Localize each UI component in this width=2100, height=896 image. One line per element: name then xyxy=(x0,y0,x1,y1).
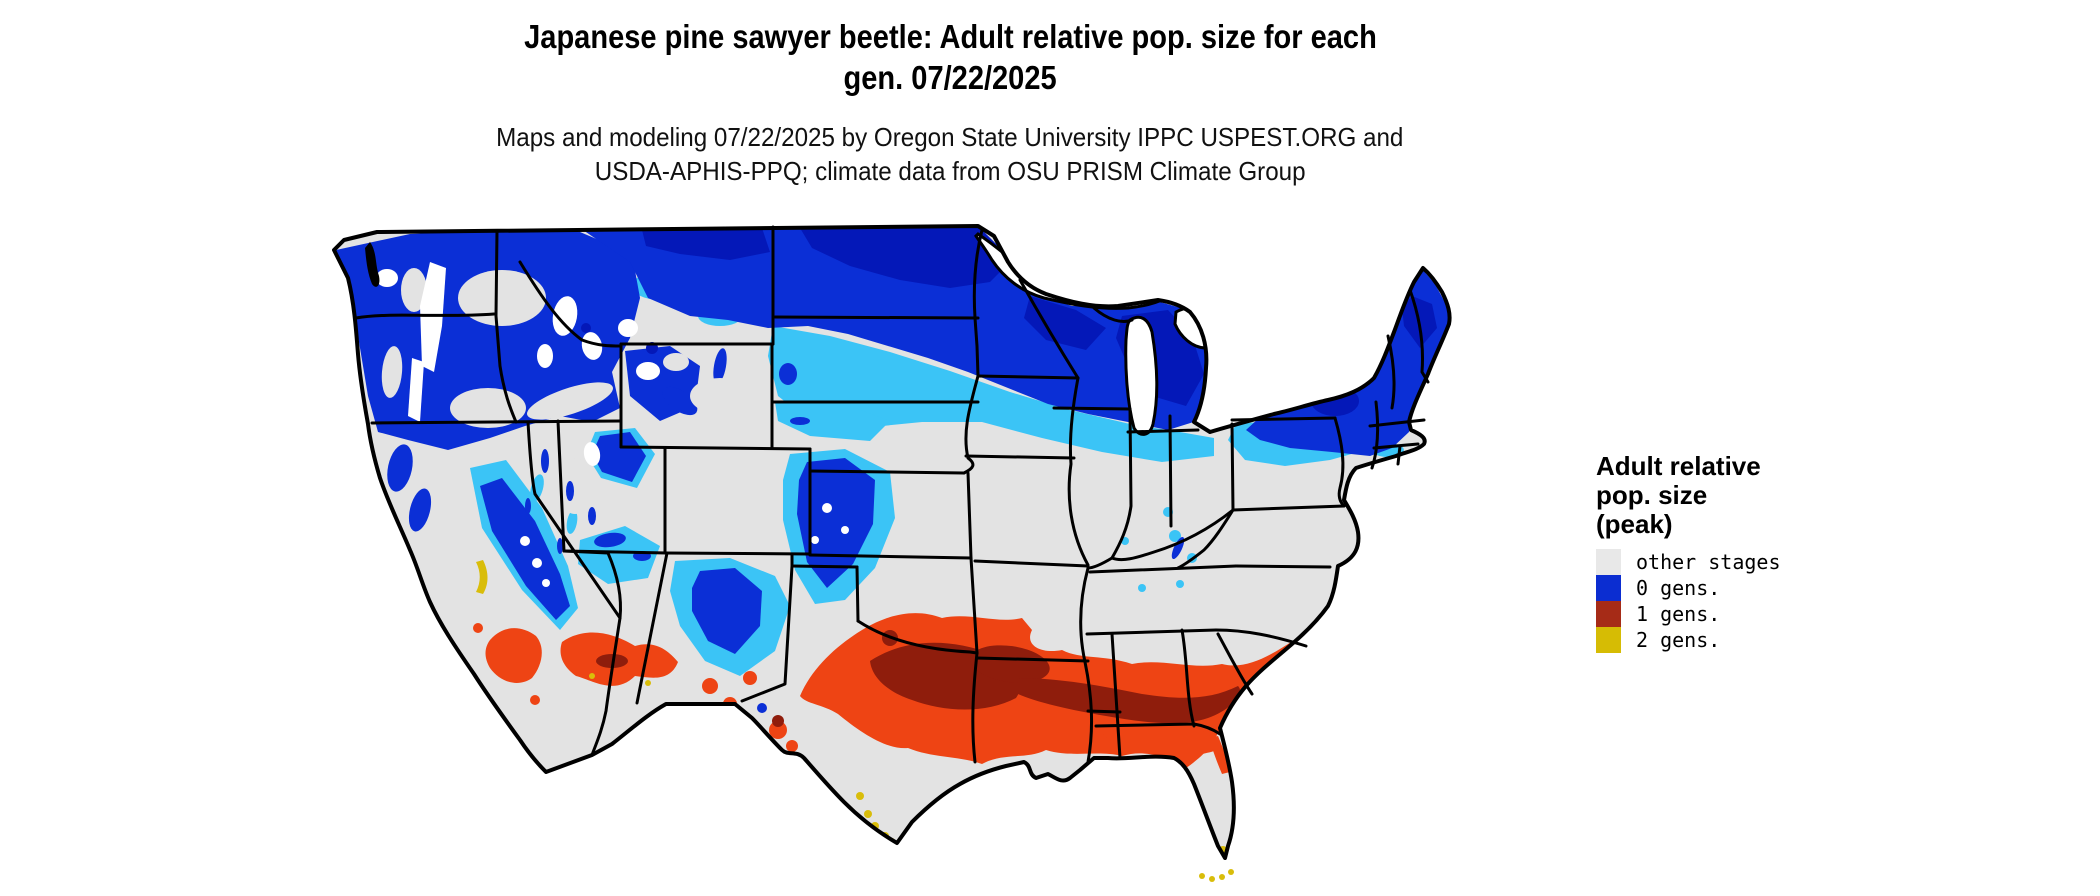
us-map xyxy=(330,206,1570,891)
zone-other-stages-patches xyxy=(381,268,750,514)
us-outline xyxy=(332,224,1452,860)
lake-michigan xyxy=(1124,315,1159,436)
legend-items: other stages 0 gens. 1 gens. 2 gens. xyxy=(1596,549,1836,653)
legend-title-line2: pop. size xyxy=(1596,480,1708,510)
legend-label-other-stages: other stages xyxy=(1636,550,1781,574)
legend-swatch-0-gens xyxy=(1596,575,1621,601)
us-map-svg xyxy=(332,224,1452,882)
zone-no-data-patches xyxy=(376,262,849,587)
legend-item-0-gens: 0 gens. xyxy=(1596,575,1836,601)
legend-title: Adult relative pop. size (peak) xyxy=(1596,452,1836,539)
state-borders xyxy=(354,225,1430,764)
legend-item-1-gens: 1 gens. xyxy=(1596,601,1836,627)
legend-title-line3: (peak) xyxy=(1596,509,1673,539)
legend-label-0-gens: 0 gens. xyxy=(1636,576,1721,600)
legend-label-1-gens: 1 gens. xyxy=(1636,602,1721,626)
legend-swatch-2-gens xyxy=(1596,627,1621,653)
legend-swatch-other-stages xyxy=(1596,549,1621,575)
legend-item-2-gens: 2 gens. xyxy=(1596,627,1836,653)
page-title: Japanese pine sawyer beetle: Adult relat… xyxy=(330,16,1570,98)
legend-item-other-stages: other stages xyxy=(1596,549,1836,575)
page-title-line2: gen. 07/22/2025 xyxy=(843,59,1057,96)
puget-sound xyxy=(365,242,380,287)
legend: Adult relative pop. size (peak) other st… xyxy=(1596,452,1836,653)
page-title-line1: Japanese pine sawyer beetle: Adult relat… xyxy=(523,18,1377,55)
legend-swatch-1-gens xyxy=(1596,601,1621,627)
page-subtitle-line2: USDA-APHIS-PPQ; climate data from OSU PR… xyxy=(594,156,1306,186)
page-subtitle-line1: Maps and modeling 07/22/2025 by Oregon S… xyxy=(496,122,1404,152)
legend-title-line1: Adult relative xyxy=(1596,451,1761,481)
page-subtitle: Maps and modeling 07/22/2025 by Oregon S… xyxy=(330,120,1570,188)
legend-label-2-gens: 2 gens. xyxy=(1636,628,1721,652)
zone-2-gens-florida-keys xyxy=(1199,869,1234,882)
